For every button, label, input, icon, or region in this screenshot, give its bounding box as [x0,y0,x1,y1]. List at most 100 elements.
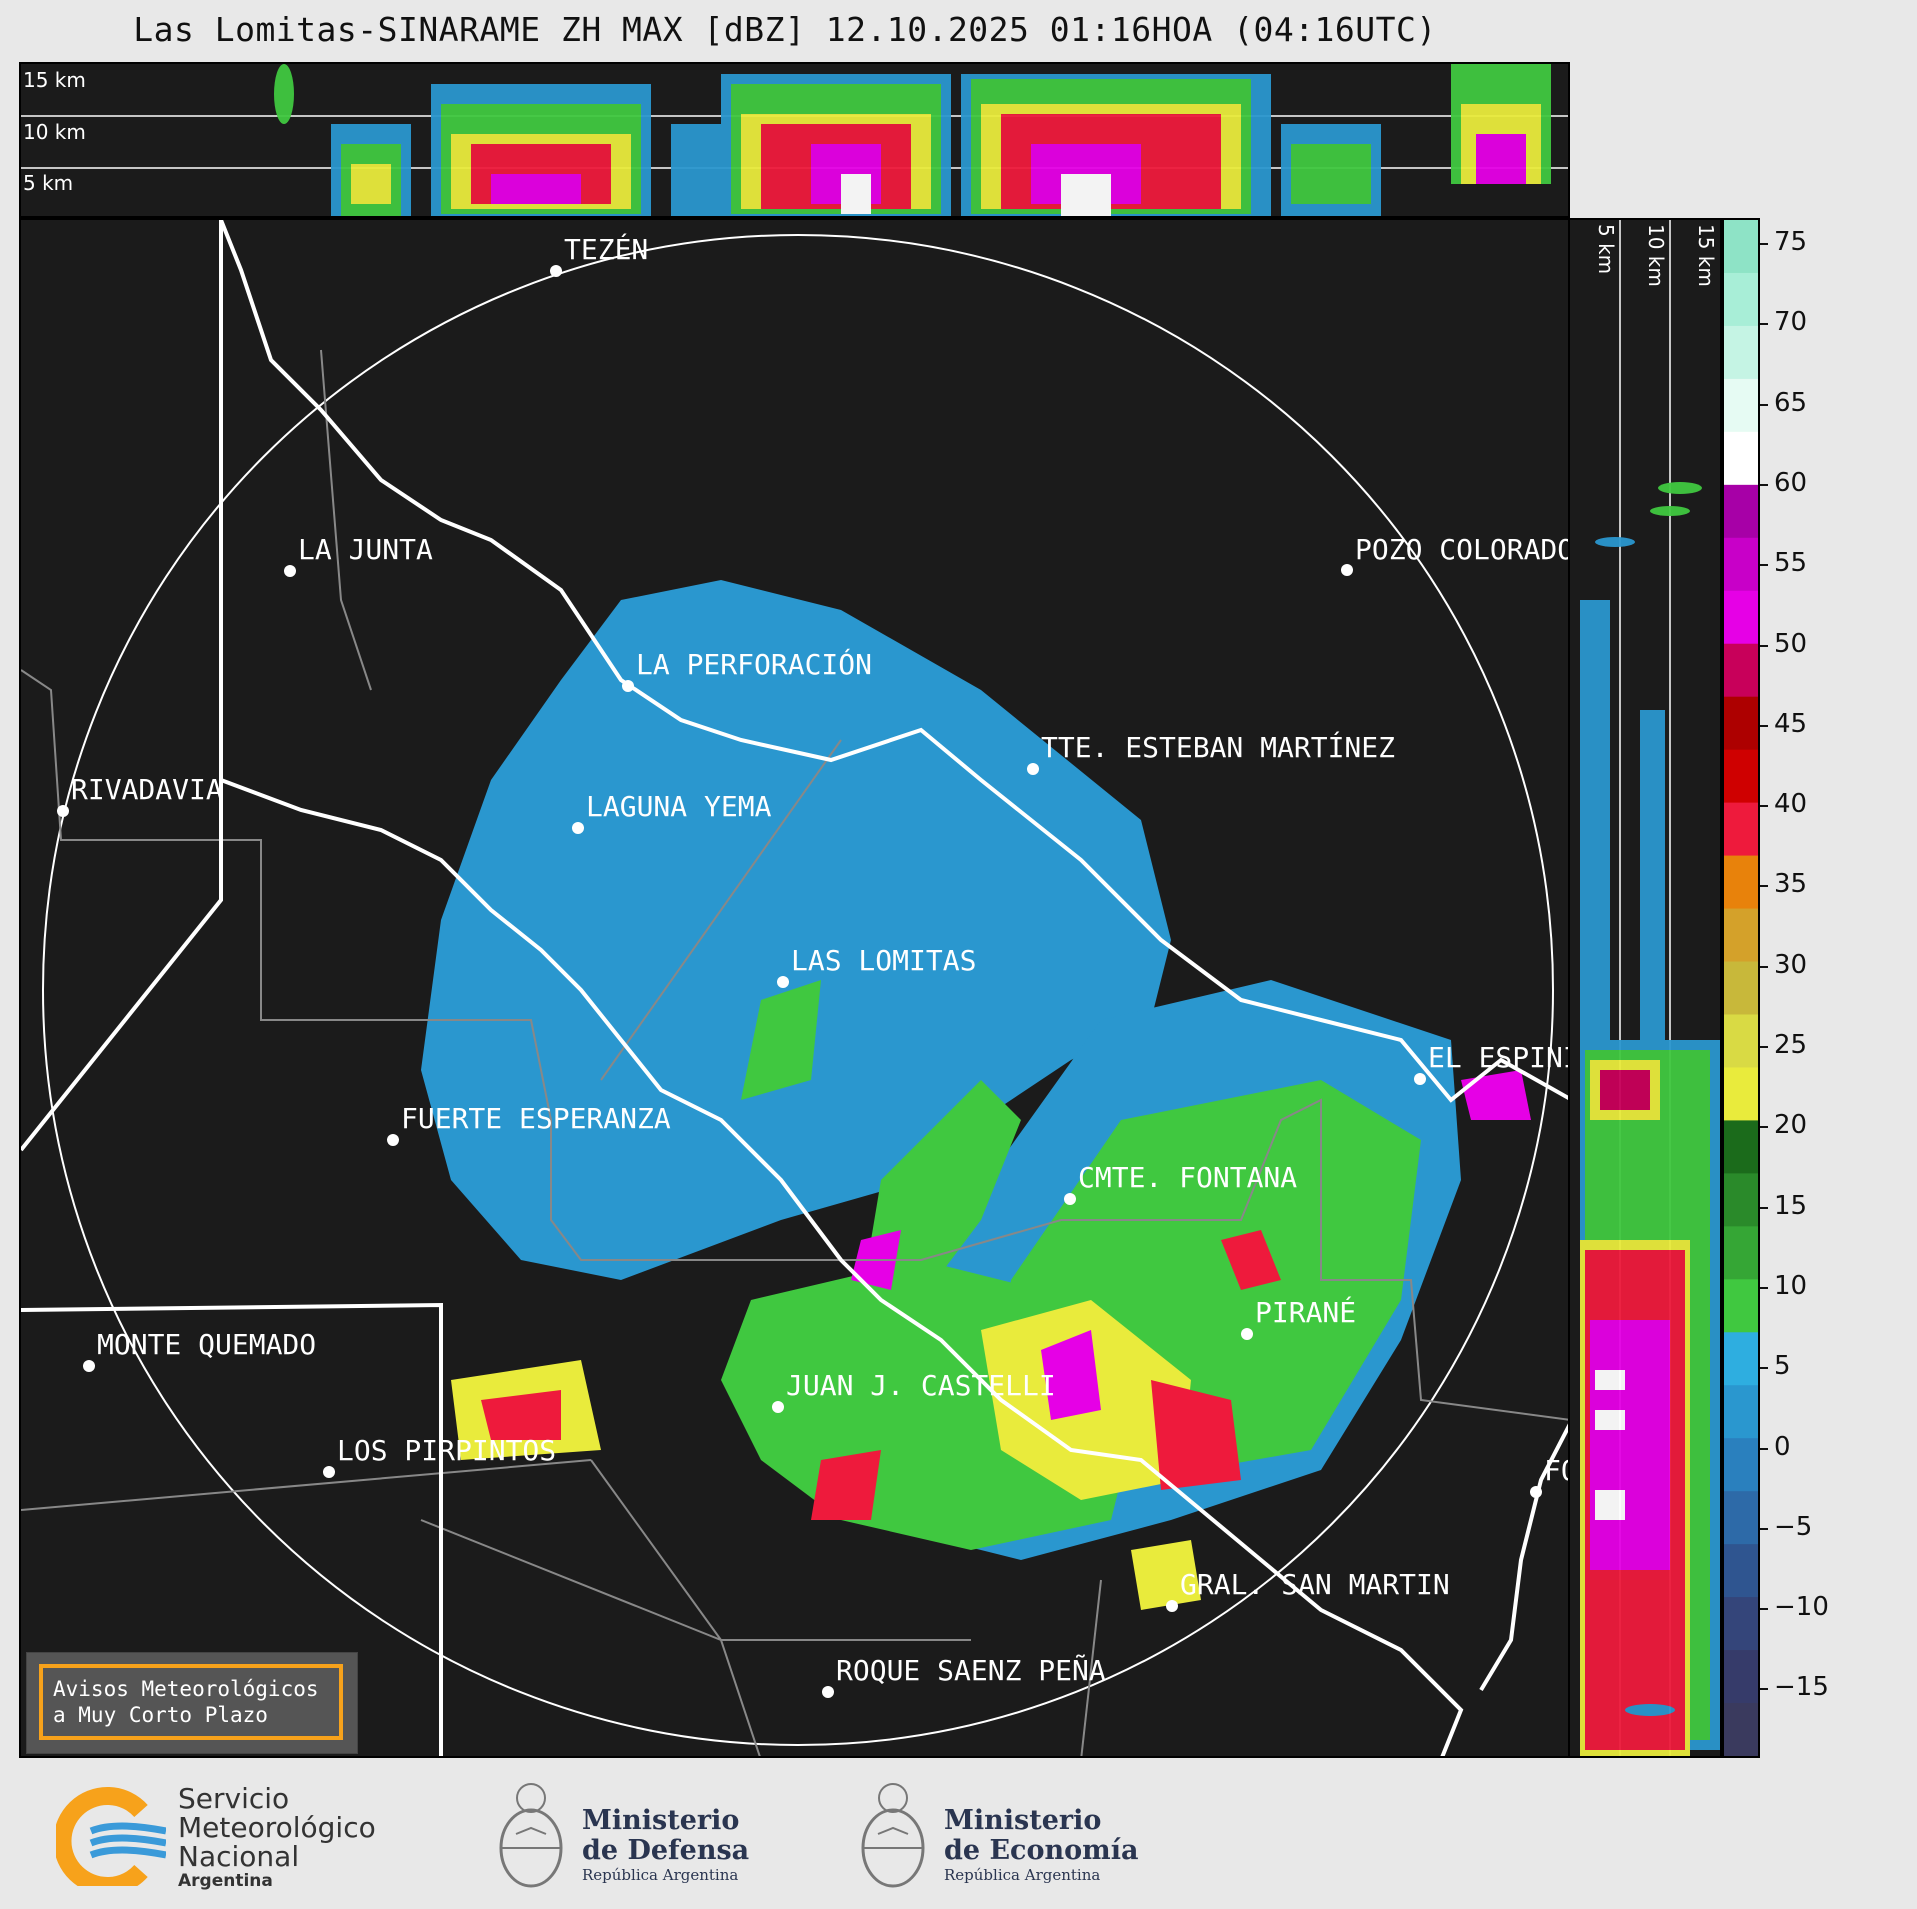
colorbar-tick-label: 35 [1759,869,1807,899]
side-label-15km: 15 km [1694,224,1718,287]
range-ring [42,234,1554,1746]
top-label-15km: 15 km [23,68,86,92]
city-label: LAS LOMITAS [791,944,977,977]
colorbar-tick-label: 65 [1759,388,1807,418]
top-cross-section-echoes [21,64,1568,216]
colorbar-band [1724,908,1758,963]
city-label: LOS PIRPINTOS [337,1434,557,1467]
colorbar-tick-label: 10 [1759,1271,1807,1301]
city-marker [772,1401,784,1413]
colorbar-band [1724,1226,1758,1280]
colorbar-band [1724,431,1758,486]
colorbar-band [1724,272,1758,327]
colorbar-band [1724,1120,1758,1174]
city-label: TEZÉN [564,233,649,266]
city-label: LA JUNTA [298,533,433,566]
side-label-5km: 5 km [1594,224,1618,275]
footer: Servicio Meteorológico Nacional Argentin… [0,1758,1917,1909]
side-label-10km: 10 km [1644,224,1668,287]
colorbar-tick-label: 40 [1759,789,1807,819]
avisos-panel[interactable]: Avisos Meteorológicos a Muy Corto Plazo [26,1652,358,1754]
colorbar-tick-label: 60 [1759,468,1807,498]
city-marker [1341,564,1353,576]
city-label: PIRANÉ [1255,1296,1357,1329]
colorbar-tick-label: 75 [1759,227,1807,257]
defensa-text: Ministerio de Defensa República Argentin… [582,1805,750,1885]
city-marker [777,976,789,988]
colorbar-tick-label: 30 [1759,950,1807,980]
colorbar-tick-label: −5 [1759,1512,1812,1542]
city-label: LA PERFORACIÓN [636,648,873,681]
defensa-line3: República Argentina [582,1866,739,1884]
avisos-box[interactable]: Avisos Meteorológicos a Muy Corto Plazo [39,1664,343,1740]
colorbar-band [1724,1544,1758,1598]
economia-text: Ministerio de Economía República Argenti… [944,1806,1139,1885]
city-label: GRAL. SAN MARTIN [1180,1568,1450,1601]
colorbar-tick-label: 5 [1760,1351,1791,1381]
colorbar-band [1724,537,1758,592]
top-label-5km: 5 km [23,171,74,195]
city-marker [57,805,69,817]
economia-line2: de Economía [944,1835,1139,1866]
city-label: RIVADAVIA [71,773,223,806]
economia-line3: República Argentina [944,1866,1101,1884]
colorbar-band [1724,802,1758,857]
coat-of-arms-icon [499,1783,563,1888]
colorbar-band [1724,378,1758,433]
city-marker [83,1360,95,1372]
city-marker [572,822,584,834]
colorbar-band [1724,1332,1758,1386]
colorbar-band [1724,590,1758,645]
city-label: ROQUE SAENZ PEÑA [836,1654,1106,1687]
smn-line2: Meteorológico [178,1811,376,1844]
city-label: JUAN J. CASTELLI [786,1369,1056,1402]
map-title: Las Lomitas-SINARAME ZH MAX [dBZ] 12.10.… [133,10,1437,49]
colorbar-band [1724,220,1758,274]
colorbar-band [1724,1650,1758,1704]
colorbar-tick-label: 15 [1759,1191,1807,1221]
smn-line3: Nacional [178,1840,300,1873]
smn-line1: Servicio [178,1782,290,1815]
colorbar-tick-label: 20 [1759,1110,1807,1140]
colorbar-band [1724,961,1758,1015]
avisos-line1: Avisos Meteorológicos [53,1677,319,1701]
colorbar-tick-label: 70 [1759,307,1807,337]
department-boundaries [21,349,1568,1756]
defensa-line1: Ministerio [582,1805,740,1836]
city-label: TTE. ESTEBAN MARTÍNEZ [1041,731,1396,764]
colorbar-band [1724,696,1758,751]
top-cross-section: 15 km 10 km 5 km [19,62,1570,218]
colorbar-band [1724,1491,1758,1545]
city-label: CMTE. FONTANA [1078,1161,1298,1194]
colorbar-band [1724,1173,1758,1227]
colorbar-tick-label: 55 [1759,548,1807,578]
radar-map-graphics [21,220,1568,1756]
coat-of-arms-icon [861,1783,925,1888]
colorbar-tick-label: 50 [1759,629,1807,659]
colorbar-band [1724,1597,1758,1651]
city-label: POZO COLORADO [1355,533,1570,566]
city-marker [1414,1073,1426,1085]
city-marker [1027,763,1039,775]
city-label: MONTE QUEMADO [97,1328,317,1361]
colorbar-tick-label: 0 [1760,1432,1791,1462]
colorbar-band [1724,855,1758,910]
smn-text: Servicio Meteorológico Nacional Argentin… [178,1784,376,1891]
city-marker [323,1466,335,1478]
colorbar-tick-label: −15 [1760,1672,1829,1702]
side-cross-section: 5 km 10 km 15 km [1570,218,1722,1758]
city-marker [284,565,296,577]
smn-line4: Argentina [178,1871,273,1891]
city-marker [550,265,562,277]
colorbar-band [1724,1067,1758,1121]
colorbar-band [1724,325,1758,380]
colorbar-tick-label: 25 [1759,1030,1807,1060]
city-label: FORMOSA [1544,1454,1568,1487]
city-marker [387,1134,399,1146]
colorbar [1722,218,1760,1758]
colorbar-band [1724,1014,1758,1068]
city-marker [1241,1328,1253,1340]
colorbar-band [1724,643,1758,698]
top-label-10km: 10 km [23,120,86,144]
defensa-line2: de Defensa [582,1835,750,1866]
